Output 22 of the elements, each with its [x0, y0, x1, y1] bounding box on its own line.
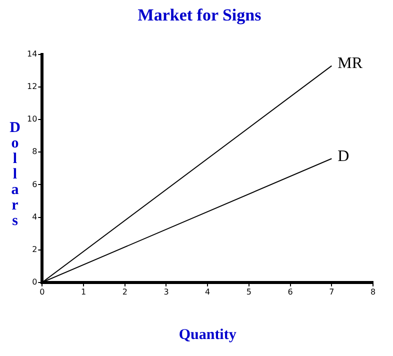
x-tick-label: 5	[246, 287, 252, 296]
x-tick-label: 4	[205, 287, 210, 296]
x-tick-label: 6	[288, 287, 293, 296]
x-tick-label: 2	[122, 287, 128, 296]
y-tick-label: 8	[32, 147, 38, 156]
x-tick-label: 8	[370, 287, 376, 296]
x-tick-label: 3	[164, 287, 169, 296]
chart-title: Market for Signs	[138, 6, 262, 25]
x-tick-label: 0	[40, 287, 45, 296]
y-tick-label: 2	[32, 244, 38, 254]
y-tick-label: 6	[32, 180, 38, 189]
series-label: MR	[338, 55, 363, 72]
y-tick-label: 10	[26, 114, 38, 124]
x-tick-label: 1	[80, 287, 86, 296]
y-tick-label: 0	[32, 277, 38, 286]
y-tick-label: 12	[26, 82, 38, 92]
y-axis-title: Dollars	[10, 120, 21, 229]
series-label: D	[338, 148, 350, 165]
y-tick-label: 4	[32, 212, 38, 222]
x-axis-title: Quantity	[178, 326, 237, 343]
x-tick-label: 7	[329, 287, 334, 296]
y-tick-label: 14	[26, 49, 38, 58]
